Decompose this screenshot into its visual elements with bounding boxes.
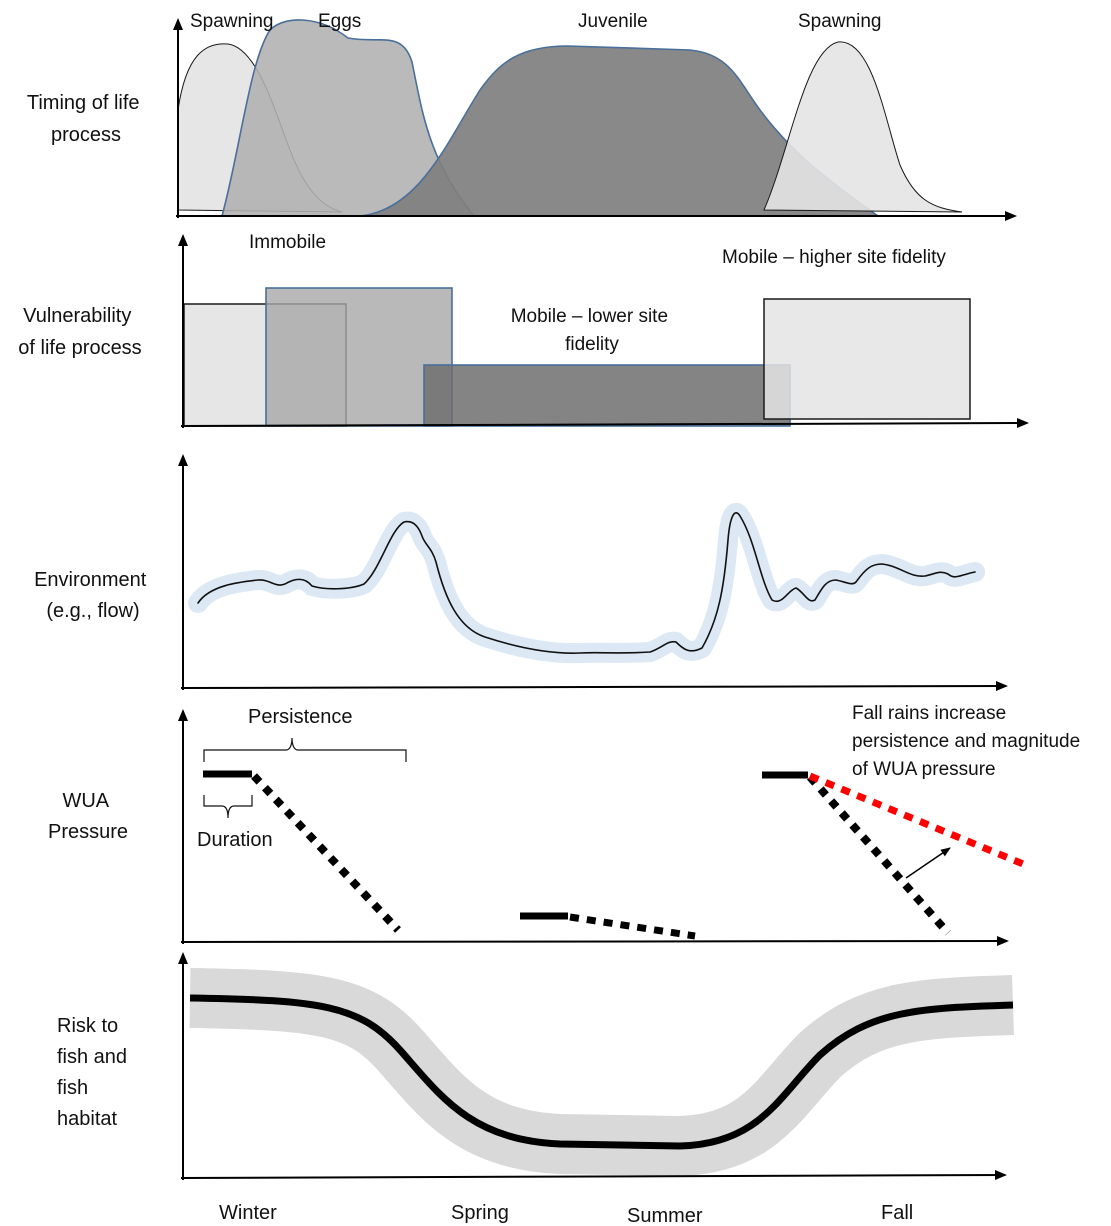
vulnerability-panel: Immobile Mobile – lower site fidelity Mo… <box>178 232 1029 429</box>
environment-panel <box>178 454 1008 692</box>
mobile-lower-label: Mobile – lower site fidelity <box>511 306 674 355</box>
risk-panel <box>178 952 1014 1181</box>
pressure-row-label: WUA Pressure <box>48 790 128 843</box>
season-spring: Spring <box>451 1202 509 1224</box>
timing-row-label: Timing of life process <box>27 92 145 146</box>
fall-increased-pressure-dotted <box>808 772 1030 870</box>
mobile-higher-label: Mobile – higher site fidelity <box>722 247 946 268</box>
vulnerability-x-axis <box>180 418 1029 429</box>
eggs-label: Eggs <box>318 11 361 32</box>
juvenile-label: Juvenile <box>578 11 648 32</box>
vulnerability-row-label: Vulnerability of life process <box>18 305 141 359</box>
spawning-early-label: Spawning <box>190 11 273 32</box>
pressure-x-axis <box>180 936 1009 947</box>
risk-curve <box>189 994 1014 1150</box>
eggs-curve <box>220 19 476 217</box>
persistence-brace <box>203 737 407 762</box>
fall-pressure-dotted <box>807 774 951 936</box>
flow-halo <box>188 502 985 664</box>
timing-panel: Spawning Eggs Juvenile Spawning <box>173 11 1017 221</box>
spawning-late-curve <box>763 41 963 213</box>
season-fall: Fall <box>881 1202 913 1224</box>
duration-brace <box>203 795 253 819</box>
spawning-late-box <box>763 298 971 420</box>
season-winter: Winter <box>219 1202 277 1224</box>
summer-pressure-dotted <box>569 913 696 940</box>
increase-arrow <box>905 847 951 879</box>
immobile-label: Immobile <box>249 232 326 253</box>
environment-x-axis <box>180 681 1008 692</box>
winter-pressure-dotted <box>251 773 401 933</box>
flow-line <box>197 512 976 654</box>
spawning-late-label: Spawning <box>798 11 881 32</box>
pressure-panel: Persistence Duration Fall rains increase… <box>178 703 1085 947</box>
environment-row-label: Environment (e.g., flow) <box>34 569 152 622</box>
juvenile-mobile-box <box>423 364 791 427</box>
risk-row-label: Risk to fish and fish habitat <box>57 1015 133 1130</box>
risk-x-axis <box>180 1170 1007 1181</box>
season-summer: Summer <box>627 1205 703 1226</box>
persistence-label: Persistence <box>248 706 353 728</box>
duration-label: Duration <box>197 829 273 851</box>
season-labels: Winter Spring Summer Fall <box>219 1202 913 1226</box>
fall-note-label: Fall rains increase persistence and magn… <box>852 703 1085 780</box>
